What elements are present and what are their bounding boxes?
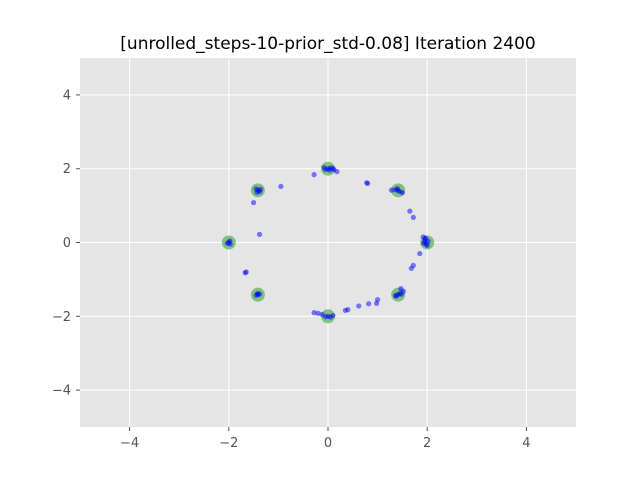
generated-data-point: [424, 242, 430, 249]
generated-data-point: [410, 214, 416, 221]
chart-title: [unrolled_steps-10-prior_std-0.08] Itera…: [120, 34, 535, 54]
generated-data-point: [356, 303, 362, 309]
tick-labels: −4 −2 0 2 4 −4 −2 0 2 4: [52, 88, 531, 451]
x-tick-label: 0: [324, 436, 332, 451]
generated-data-point: [399, 190, 405, 196]
generated-data-point: [254, 189, 260, 195]
y-tick-label: 0: [63, 236, 71, 251]
x-tick-label: 2: [423, 436, 431, 451]
generated-points: [224, 164, 431, 320]
generated-data-point: [227, 241, 233, 247]
generated-data-point: [321, 164, 327, 171]
generated-data-point: [374, 300, 380, 306]
generated-data-point: [423, 235, 429, 241]
generated-data-point: [311, 310, 317, 316]
generated-data-point: [257, 186, 264, 192]
generated-data-point: [417, 250, 423, 257]
generated-data-point: [256, 231, 263, 237]
x-tick-label: −2: [219, 436, 238, 451]
generated-data-point: [315, 310, 321, 316]
generated-data-point: [330, 312, 336, 319]
generated-data-point: [334, 169, 340, 175]
generated-data-point: [366, 301, 372, 307]
generated-data-point: [254, 290, 261, 297]
generated-data-point: [278, 183, 284, 190]
generated-data-point: [400, 288, 406, 294]
generated-data-point: [388, 187, 395, 193]
x-tick-label: −4: [120, 436, 139, 451]
generated-data-point: [394, 186, 401, 192]
generated-data-point: [319, 311, 325, 318]
generated-data-point: [407, 208, 413, 214]
x-tick-label: 4: [522, 436, 530, 451]
y-tick-label: −4: [52, 384, 71, 399]
generated-data-point: [311, 172, 317, 178]
y-tick-label: −2: [52, 310, 71, 325]
generated-data-point: [408, 265, 414, 271]
generated-data-point: [326, 167, 333, 173]
generated-data-point: [242, 270, 248, 276]
y-tick-label: 4: [63, 88, 71, 103]
generated-data-point: [364, 180, 370, 186]
generated-data-point: [393, 293, 400, 299]
generated-data-point: [342, 307, 348, 313]
generated-data-point: [251, 200, 257, 206]
y-tick-label: 2: [63, 162, 71, 177]
